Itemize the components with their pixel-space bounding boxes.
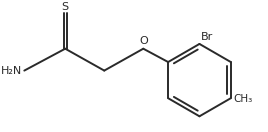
Text: S: S <box>62 2 69 12</box>
Text: CH₃: CH₃ <box>234 94 253 104</box>
Text: Br: Br <box>200 32 213 42</box>
Text: O: O <box>139 36 148 46</box>
Text: H₂N: H₂N <box>1 66 23 76</box>
